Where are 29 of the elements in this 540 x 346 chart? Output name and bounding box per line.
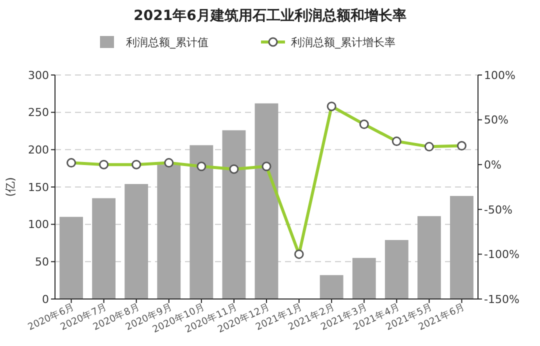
bar — [124, 184, 148, 299]
bar — [450, 196, 474, 299]
bar — [254, 103, 278, 299]
y2-tick-label: -100% — [484, 248, 520, 262]
bar — [222, 130, 246, 299]
y2-tick-label: 50% — [484, 114, 508, 127]
bar — [417, 216, 441, 299]
bar — [190, 145, 214, 299]
legend-label: 利润总额_累计值 — [126, 36, 208, 49]
bar — [60, 216, 83, 299]
y-tick-label: 200 — [28, 144, 49, 157]
bar — [92, 198, 116, 299]
y-tick-label: 50 — [35, 256, 49, 269]
y2-tick-label: -150% — [484, 292, 520, 306]
y2-tick-label: -50% — [484, 203, 512, 216]
y-axis-title: (亿) — [4, 177, 17, 197]
bar — [352, 258, 376, 299]
bar — [384, 240, 408, 299]
y-tick-label: 100 — [28, 218, 49, 232]
bar — [157, 164, 181, 299]
y-tick-label: 300 — [28, 68, 49, 82]
y-tick-label: 0 — [42, 292, 49, 306]
bar — [320, 275, 344, 299]
y2-tick-label: 0% — [484, 158, 502, 172]
y-tick-label: 150 — [28, 180, 49, 194]
legend-label: 利润总额_累计增长率 — [291, 36, 396, 49]
y2-tick-label: 100% — [484, 68, 516, 82]
y-tick-label: 250 — [28, 106, 49, 120]
chart-title: 2021年6月建筑用石工业利润总额和增长率 — [134, 7, 406, 24]
